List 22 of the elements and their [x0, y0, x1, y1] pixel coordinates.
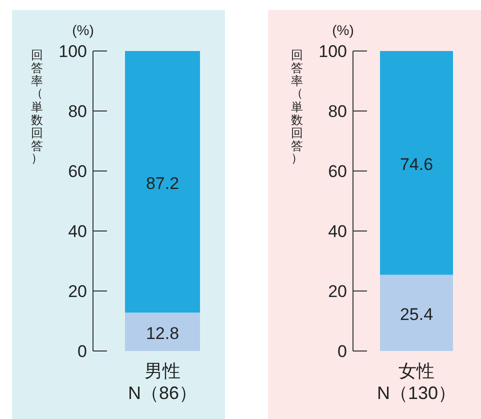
- y-tick-label: 0: [78, 342, 87, 361]
- y-tick-label: 0: [338, 342, 347, 361]
- y-tick-label: 60: [68, 162, 87, 181]
- y-tick-label: 60: [328, 162, 347, 181]
- text: 回答率（単数回答）: [291, 48, 303, 165]
- text: (%): [332, 22, 354, 38]
- data-label: 12.8: [146, 324, 180, 343]
- data-label: 74.6: [400, 154, 434, 174]
- text: (%): [72, 22, 94, 38]
- text: 回答率（単数回答）: [31, 48, 43, 165]
- data-label: 87.2: [146, 174, 180, 193]
- y-tick-label: 20: [68, 282, 87, 301]
- y-tick-label: 100: [318, 42, 347, 61]
- y-tick-label: 80: [68, 102, 87, 121]
- y-tick-label: 100: [58, 42, 87, 61]
- y-tick-label: 40: [328, 222, 347, 241]
- x-tick-label: 女性 N（130）: [376, 361, 456, 403]
- data-label: 25.4: [400, 304, 434, 324]
- y-tick-label: 80: [328, 102, 347, 121]
- x-tick-label: 男性 N（86）: [128, 361, 198, 403]
- y-tick-label: 20: [328, 282, 347, 301]
- y-tick-label: 40: [68, 222, 87, 241]
